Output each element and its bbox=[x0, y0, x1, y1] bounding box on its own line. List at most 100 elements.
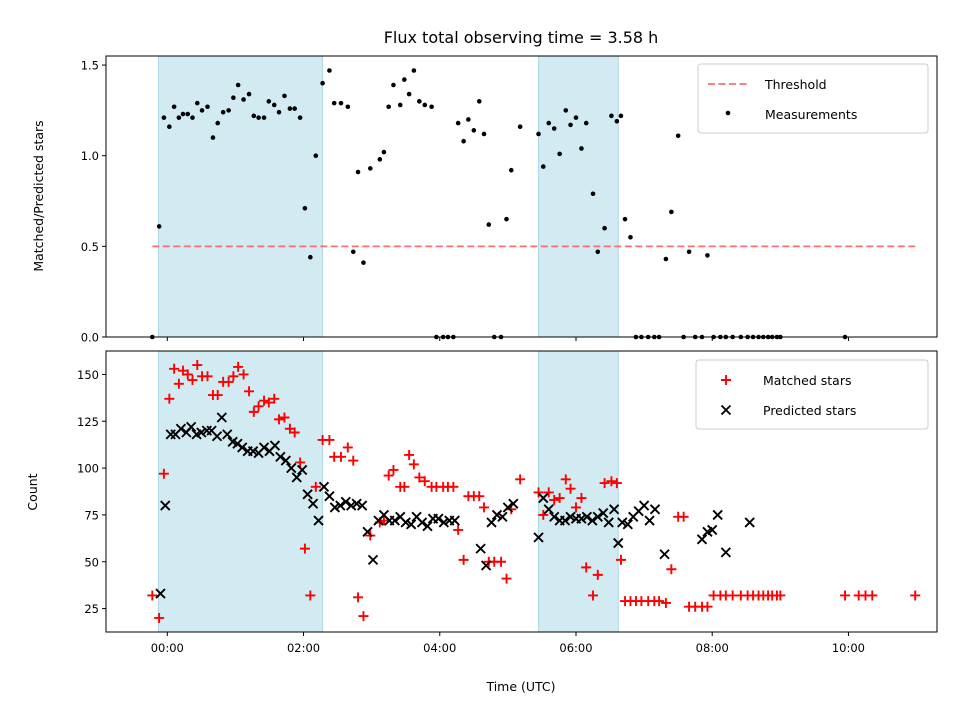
data-point bbox=[305, 590, 316, 601]
data-point bbox=[313, 153, 319, 159]
data-point bbox=[595, 249, 601, 255]
data-point bbox=[466, 117, 471, 122]
data-point bbox=[402, 77, 407, 82]
y-tick-label: 125 bbox=[77, 415, 99, 429]
data-point bbox=[599, 478, 610, 489]
top-y-axis-label: Matched/Predicted stars bbox=[31, 120, 46, 271]
data-point bbox=[840, 590, 851, 601]
bottom-panel: 25 50 75 100 125 150 00:00 02:00 04:00 06:00 08:00… bbox=[77, 350, 938, 655]
y-tick-label: 0.5 bbox=[81, 240, 99, 254]
data-point bbox=[350, 249, 356, 255]
data-point bbox=[433, 513, 444, 524]
data-point bbox=[659, 549, 670, 560]
top-panel: 0.0 0.5 1.0 1.5 bbox=[81, 55, 938, 345]
data-point bbox=[241, 97, 246, 102]
data-point bbox=[235, 82, 241, 88]
top-shaded-interval-0 bbox=[157, 55, 324, 338]
y-tick-label: 0.0 bbox=[81, 331, 99, 345]
data-point bbox=[327, 68, 332, 73]
data-point bbox=[471, 128, 477, 133]
data-point bbox=[475, 543, 486, 554]
bottom-series-1 bbox=[155, 412, 755, 599]
data-point bbox=[414, 472, 425, 483]
data-point bbox=[388, 464, 399, 475]
data-point bbox=[276, 109, 282, 115]
data-point bbox=[696, 534, 708, 545]
data-point bbox=[453, 524, 464, 535]
data-point bbox=[231, 95, 236, 100]
data-point bbox=[389, 515, 400, 526]
data-point bbox=[590, 191, 596, 197]
data-point bbox=[246, 91, 252, 97]
data-point bbox=[573, 115, 579, 120]
data-point bbox=[248, 406, 259, 417]
data-point bbox=[565, 483, 576, 494]
data-point bbox=[481, 131, 487, 137]
data-point bbox=[622, 216, 628, 222]
x-tick-label: 00:00 bbox=[151, 641, 184, 655]
data-point bbox=[237, 442, 248, 453]
data-point bbox=[244, 386, 255, 397]
data-point bbox=[289, 427, 300, 438]
data-point bbox=[405, 519, 417, 530]
data-point bbox=[508, 498, 519, 509]
data-point bbox=[287, 106, 293, 111]
data-point bbox=[353, 592, 364, 603]
data-point bbox=[367, 554, 379, 566]
data-point bbox=[644, 515, 655, 526]
data-point bbox=[660, 597, 671, 608]
data-point bbox=[448, 481, 459, 492]
data-point bbox=[320, 80, 325, 86]
data-point bbox=[603, 517, 614, 528]
bottom-axes-frame bbox=[105, 350, 938, 633]
data-point bbox=[266, 99, 272, 104]
data-point bbox=[280, 455, 291, 466]
data-point bbox=[169, 363, 180, 374]
data-point bbox=[324, 434, 335, 445]
chart-title: Flux total observing time = 3.58 h bbox=[384, 28, 659, 47]
data-point bbox=[261, 115, 267, 120]
data-point bbox=[275, 451, 286, 463]
data-point bbox=[263, 397, 274, 408]
data-point bbox=[342, 442, 353, 453]
data-point bbox=[455, 120, 461, 126]
data-point bbox=[386, 104, 391, 110]
data-point bbox=[338, 100, 344, 106]
data-point bbox=[583, 120, 589, 126]
x-tick-label: 02:00 bbox=[287, 641, 320, 655]
data-point bbox=[271, 102, 277, 108]
data-point bbox=[238, 369, 249, 380]
y-tick-label: 50 bbox=[84, 555, 99, 569]
y-tick-label: 150 bbox=[77, 368, 99, 382]
data-point bbox=[340, 496, 351, 507]
data-point bbox=[570, 502, 581, 513]
data-point bbox=[282, 93, 287, 99]
data-point bbox=[164, 393, 175, 404]
data-point bbox=[313, 515, 324, 526]
data-point bbox=[502, 502, 514, 513]
data-point bbox=[559, 515, 571, 526]
data-point bbox=[331, 100, 337, 106]
data-point bbox=[291, 472, 302, 483]
data-point bbox=[279, 412, 290, 423]
data-point bbox=[515, 474, 526, 485]
data-point bbox=[576, 493, 587, 504]
data-point bbox=[345, 104, 351, 110]
data-point bbox=[318, 481, 330, 492]
data-point bbox=[228, 371, 239, 382]
data-point bbox=[598, 507, 609, 519]
data-point bbox=[501, 573, 512, 584]
data-point bbox=[654, 596, 665, 607]
data-point bbox=[161, 115, 167, 120]
data-point bbox=[173, 378, 184, 389]
data-point bbox=[613, 537, 624, 549]
data-point bbox=[378, 515, 389, 526]
data-point bbox=[185, 421, 197, 433]
data-point bbox=[563, 108, 569, 113]
data-point bbox=[602, 225, 607, 231]
data-point bbox=[543, 487, 554, 498]
data-point bbox=[609, 113, 614, 119]
data-point bbox=[310, 481, 321, 492]
data-point bbox=[295, 457, 306, 468]
